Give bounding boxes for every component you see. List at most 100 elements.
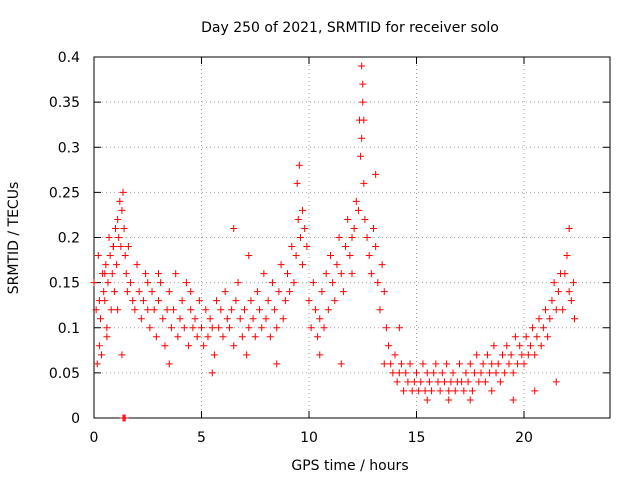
data-point xyxy=(264,297,272,305)
data-point xyxy=(516,342,524,350)
data-point xyxy=(526,342,534,350)
data-point xyxy=(509,369,517,377)
data-point xyxy=(114,306,122,314)
data-point xyxy=(142,270,150,278)
data-point xyxy=(408,387,416,395)
axis-ticks: 0 5 10 15 20 0 0.05 0.1 0.15 0.2 0.25 0.3 0.35 0.4 xyxy=(49,50,610,446)
data-point xyxy=(189,324,197,332)
data-point xyxy=(170,306,178,314)
data-point xyxy=(436,387,444,395)
chart-title: Day 250 of 2021, SRMTID for receiver sol… xyxy=(201,20,499,36)
data-point xyxy=(187,306,195,314)
data-point xyxy=(395,324,403,332)
data-point xyxy=(456,360,463,368)
data-point xyxy=(507,351,515,359)
data-point xyxy=(290,279,298,287)
data-point xyxy=(299,206,307,214)
data-point xyxy=(567,297,575,305)
data-point xyxy=(380,288,388,296)
data-point xyxy=(236,315,244,323)
data-point xyxy=(565,224,573,232)
data-point xyxy=(499,351,506,359)
grid-lines xyxy=(94,57,610,418)
data-point xyxy=(273,360,281,368)
data-point xyxy=(234,279,242,287)
data-point xyxy=(116,197,124,205)
data-point xyxy=(367,270,375,278)
data-point xyxy=(163,306,171,314)
data-point xyxy=(122,270,130,278)
data-point xyxy=(372,170,380,178)
data-point xyxy=(539,324,547,332)
data-point xyxy=(165,288,173,296)
data-point xyxy=(552,306,560,314)
data-point xyxy=(208,369,216,377)
data-point xyxy=(494,360,502,368)
data-point xyxy=(423,369,431,377)
data-point xyxy=(275,288,283,296)
data-point xyxy=(565,288,573,296)
data-point xyxy=(185,342,193,350)
data-point xyxy=(271,306,279,314)
data-point xyxy=(225,324,233,332)
data-point xyxy=(432,360,440,368)
data-point xyxy=(404,378,412,386)
data-point xyxy=(284,270,291,278)
data-point xyxy=(95,342,103,350)
data-point xyxy=(376,306,384,314)
data-point xyxy=(172,270,180,278)
data-point xyxy=(492,369,500,377)
data-point xyxy=(518,351,526,359)
data-point xyxy=(443,360,451,368)
data-point xyxy=(193,333,201,341)
data-point xyxy=(501,369,509,377)
data-point xyxy=(496,378,504,386)
data-point xyxy=(329,279,337,287)
data-point xyxy=(174,333,182,341)
data-point xyxy=(571,315,579,323)
data-point xyxy=(339,288,347,296)
data-point xyxy=(247,297,255,305)
data-point xyxy=(133,261,141,269)
data-point xyxy=(95,297,103,305)
y-tick-label: 0.1 xyxy=(58,321,80,337)
data-point xyxy=(520,360,528,368)
x-axis-label: GPS time / hours xyxy=(291,458,408,474)
data-point xyxy=(195,297,203,305)
data-point xyxy=(139,297,147,305)
data-point xyxy=(187,288,195,296)
data-point xyxy=(529,324,537,332)
data-point xyxy=(121,252,129,260)
data-point xyxy=(563,252,571,260)
data-point xyxy=(316,315,324,323)
data-point xyxy=(327,252,334,260)
y-tick-label: 0.4 xyxy=(58,50,80,66)
data-point xyxy=(296,234,304,241)
data-point xyxy=(180,324,188,332)
data-point xyxy=(245,252,253,260)
data-point xyxy=(121,414,129,422)
data-point xyxy=(535,315,543,323)
data-point xyxy=(466,360,474,368)
data-point xyxy=(281,297,289,305)
data-point xyxy=(251,333,259,341)
x-tick-label: 10 xyxy=(300,430,318,446)
data-point xyxy=(221,288,229,296)
data-point xyxy=(200,342,208,350)
data-point xyxy=(109,243,117,251)
data-point xyxy=(258,324,266,332)
data-point xyxy=(466,396,474,404)
y-tick-label: 0.35 xyxy=(49,95,80,111)
data-point xyxy=(204,333,212,341)
data-point xyxy=(483,351,491,359)
data-point xyxy=(361,215,369,223)
data-point xyxy=(137,315,145,323)
data-point xyxy=(279,315,287,323)
data-point xyxy=(178,297,186,305)
data-point xyxy=(92,306,100,314)
data-point xyxy=(374,279,382,287)
data-point xyxy=(352,197,360,205)
data-point xyxy=(167,324,175,332)
data-point xyxy=(165,360,173,368)
data-point xyxy=(365,252,373,260)
